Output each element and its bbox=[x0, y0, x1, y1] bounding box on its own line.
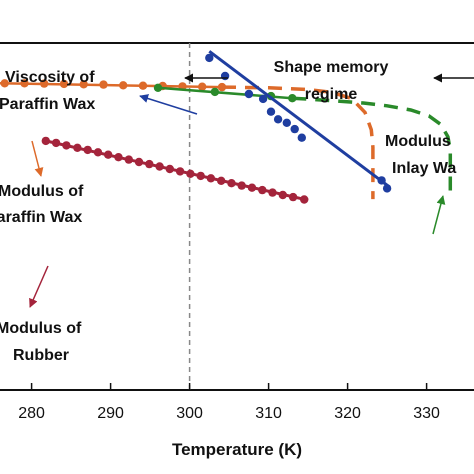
x-axis-ticks: 2802903003103203303 bbox=[18, 383, 440, 422]
paraffin-modulus-arrow bbox=[31, 140, 44, 177]
inlay_modulus-point bbox=[153, 83, 163, 93]
rubber-point bbox=[217, 176, 226, 185]
viscosity-arrow bbox=[139, 94, 198, 115]
annotation-viscosity-line1: Viscosity of bbox=[5, 69, 95, 86]
viscosity-point bbox=[220, 71, 230, 81]
paraffin_modulus-point bbox=[217, 82, 227, 92]
series-paraffin_modulus bbox=[0, 79, 375, 200]
rubber-point bbox=[288, 192, 298, 202]
x-axis-label: Temperature (K) bbox=[172, 440, 302, 459]
rubber-point bbox=[134, 157, 144, 167]
viscosity-point bbox=[273, 115, 283, 124]
rubber-point bbox=[124, 155, 133, 164]
rubber-point bbox=[186, 169, 195, 178]
paraffin_modulus-point bbox=[79, 80, 88, 89]
series-rubber bbox=[41, 136, 309, 204]
annotation-shape-memory-line1: Shape memory bbox=[274, 59, 389, 76]
viscosity-point bbox=[282, 118, 291, 128]
inlay_modulus-point bbox=[288, 94, 297, 103]
rubber-point bbox=[175, 167, 185, 176]
rubber-point bbox=[237, 181, 246, 190]
rubber-point bbox=[165, 164, 174, 174]
annotation-viscosity-line2: Paraffin Wax bbox=[0, 96, 95, 113]
inlay-modulus-arrow bbox=[432, 195, 446, 235]
viscosity-point bbox=[205, 53, 214, 63]
viscosity-point bbox=[297, 133, 306, 142]
viscosity-point bbox=[244, 89, 254, 99]
rubber-point bbox=[300, 195, 309, 204]
annotation-rubber-line1: Modulus of bbox=[0, 320, 82, 337]
paraffin_modulus-point bbox=[0, 79, 9, 88]
x-tick-label: 280 bbox=[18, 405, 45, 422]
inlay_modulus-point bbox=[210, 87, 220, 97]
rubber-point bbox=[196, 171, 205, 181]
x-tick-label: 320 bbox=[334, 405, 361, 422]
annotations: Viscosity of Paraffin Wax Shape memory r… bbox=[0, 59, 456, 364]
rubber-point bbox=[155, 162, 164, 171]
inlay_modulus-extrapolation-line bbox=[292, 96, 453, 200]
x-tick-label: 330 bbox=[413, 405, 440, 422]
rubber-point bbox=[62, 141, 71, 150]
paraffin_modulus-point bbox=[119, 81, 128, 90]
rubber-point bbox=[247, 183, 257, 192]
rubber-point bbox=[93, 148, 103, 157]
annotation-rubber-line2: Rubber bbox=[13, 347, 69, 364]
rubber-point bbox=[145, 159, 154, 169]
viscosity-point bbox=[266, 107, 276, 116]
x-tick-label: 310 bbox=[255, 405, 282, 422]
annotation-paraffin-modulus-line2: Paraffin Wax bbox=[0, 209, 82, 226]
x-tick-label: 290 bbox=[97, 405, 124, 422]
paraffin_modulus-point bbox=[40, 79, 49, 88]
paraffin_modulus-point bbox=[59, 79, 69, 89]
viscosity-point bbox=[377, 176, 386, 185]
rubber-point bbox=[83, 145, 92, 155]
rubber-point bbox=[73, 143, 82, 152]
paraffin_modulus-point bbox=[20, 79, 29, 88]
paraffin_modulus-point bbox=[99, 80, 108, 89]
paraffin_modulus-point bbox=[198, 82, 207, 91]
rubber-point bbox=[206, 174, 216, 183]
annotation-arrows bbox=[29, 73, 474, 308]
annotation-paraffin-modulus-line1: Modulus of bbox=[0, 183, 84, 200]
annotation-shape-memory-line2: regime bbox=[305, 86, 358, 103]
rubber-point bbox=[268, 188, 277, 197]
rubber-point bbox=[258, 185, 267, 195]
rubber-point bbox=[104, 150, 113, 159]
paraffin_modulus-extrapolation-line bbox=[221, 85, 375, 200]
annotation-inlay-line1: Modulus bbox=[385, 133, 451, 150]
viscosity-point bbox=[258, 94, 268, 104]
series-layer bbox=[0, 50, 453, 204]
rubber-modulus-arrow bbox=[29, 265, 49, 308]
paraffin_modulus-point bbox=[138, 81, 148, 90]
viscosity-point bbox=[290, 124, 299, 134]
rubber-point bbox=[278, 190, 287, 200]
viscosity-point bbox=[382, 184, 392, 193]
annotation-inlay-line2: Inlay Wa bbox=[392, 160, 456, 177]
rubber-point bbox=[51, 138, 61, 148]
viscosity-fit-line bbox=[208, 50, 391, 189]
x-tick-label: 300 bbox=[176, 405, 203, 422]
plot-frame bbox=[0, 42, 474, 391]
rubber-point bbox=[114, 153, 123, 162]
rubber-point bbox=[41, 136, 50, 146]
rubber-point bbox=[227, 179, 236, 188]
